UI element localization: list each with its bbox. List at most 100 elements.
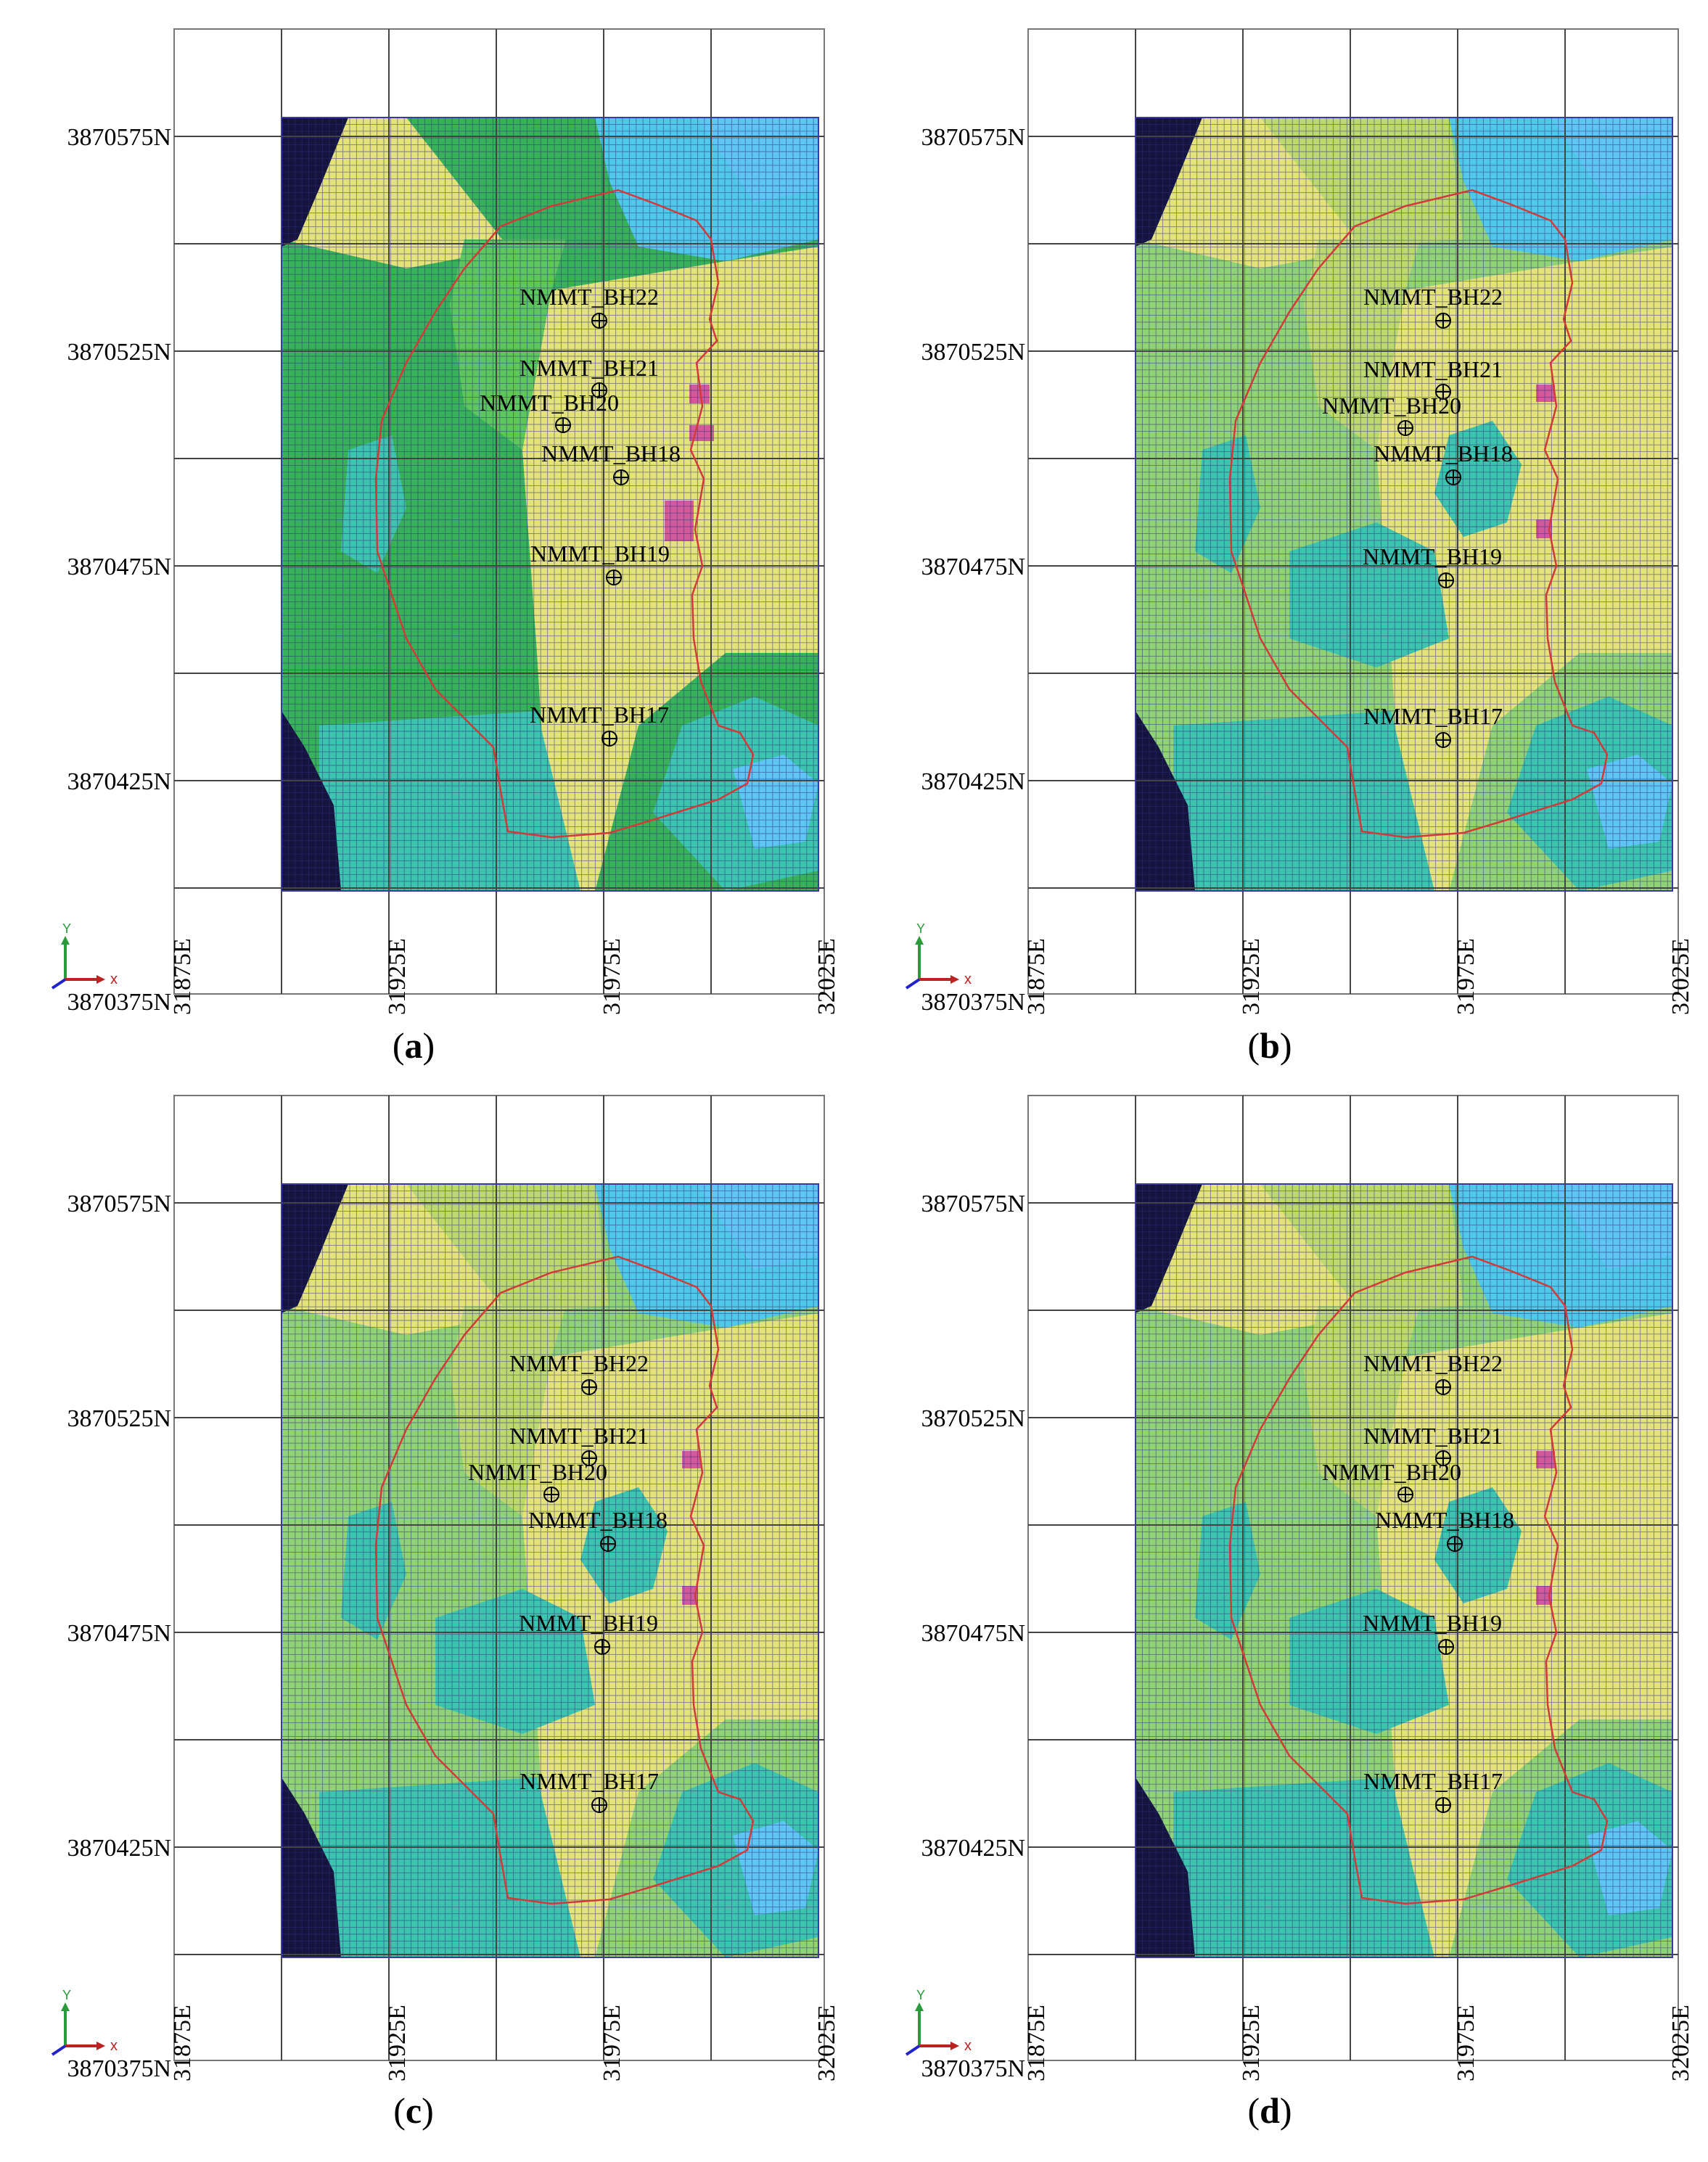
easting-label: 531925E [1238, 938, 1265, 1016]
borehole-marker: NMMT_BH19 [530, 540, 670, 585]
pink-cell [1536, 1451, 1555, 1468]
northing-label: 3870525N [67, 1405, 171, 1432]
color-zone [1195, 1502, 1260, 1640]
borehole-marker: NMMT_BH21 [1363, 1423, 1503, 1466]
map-panel-b: 3870575N 3870525N 3870475N 3870425N 3870375N… [905, 28, 1694, 1016]
easting-label: 531875E [169, 2005, 196, 2082]
x-axis-letter: x [110, 971, 118, 987]
pink-cell [1536, 385, 1555, 402]
color-zone [1551, 118, 1672, 203]
origin-northing-label: 3870375N [921, 989, 1025, 1016]
borehole-marker: NMMT_BH17 [530, 702, 669, 747]
easting-label: 531925E [1238, 2005, 1265, 2082]
map-panel-c: 3870575N 3870525N 3870475N 3870425N 3870375N… [51, 1095, 840, 2082]
color-zone [341, 1502, 406, 1640]
color-zone [1195, 435, 1260, 573]
map-panel-a: 3870575N 3870525N 3870475N 3870425N 3870375N… [51, 28, 840, 1016]
site-boundary [374, 189, 755, 839]
borehole-marker: NMMT_BH19 [519, 1610, 658, 1655]
borehole-label: NMMT_BH22 [509, 1350, 649, 1376]
model-mesh [1135, 1183, 1672, 1957]
borehole-marker: NMMT_BH18 [541, 440, 681, 485]
borehole-label: NMMT_BH20 [468, 1459, 607, 1485]
color-zone [697, 1184, 818, 1270]
borehole-marker: NMMT_BH21 [520, 355, 659, 398]
pink-cell [665, 501, 694, 541]
northing-label: 3870475N [921, 1620, 1025, 1647]
borehole-marker: NMMT_BH20 [1322, 392, 1461, 436]
caption-c: (c) [393, 2090, 434, 2131]
site-boundary [1228, 1255, 1609, 1905]
borehole-label: NMMT_BH19 [530, 540, 670, 567]
easting-label: 531975E [1453, 2005, 1479, 2082]
color-zone [1136, 118, 1202, 247]
color-zone [1587, 1821, 1672, 1915]
borehole-marker: NMMT_BH17 [1363, 703, 1503, 748]
borehole-label: NMMT_BH21 [1363, 1423, 1503, 1449]
borehole-label: NMMT_BH19 [519, 1610, 658, 1636]
borehole-label: NMMT_BH22 [520, 284, 659, 310]
northing-label: 3870575N [921, 1191, 1025, 1217]
color-zone [319, 711, 580, 891]
borehole-label: NMMT_BH17 [1363, 703, 1503, 729]
borehole-label: NMMT_BH19 [1363, 1610, 1502, 1636]
borehole-marker: NMMT_BH19 [1363, 1610, 1502, 1655]
origin-northing-label: 3870375N [921, 2055, 1025, 2082]
easting-label: 531975E [599, 938, 625, 1016]
origin-northing-label: 3870375N [67, 2055, 171, 2082]
easting-label: 532025E [1667, 2005, 1694, 2082]
northing-label: 3870525N [67, 339, 171, 366]
axis-indicator: Yx [905, 921, 972, 990]
easting-label: 531975E [1453, 938, 1479, 1016]
color-zone [697, 118, 818, 203]
northing-label: 3870425N [67, 768, 171, 795]
borehole-label: NMMT_BH22 [1363, 284, 1503, 310]
borehole-label: NMMT_BH21 [509, 1423, 649, 1449]
color-zone [1136, 711, 1195, 891]
color-zone [406, 1184, 609, 1313]
color-zone [282, 1777, 341, 1957]
borehole-label: NMMT_BH18 [1375, 1507, 1514, 1533]
northing-label: 3870475N [67, 554, 171, 580]
borehole-label: NMMT_BH17 [1363, 1768, 1503, 1794]
easting-label: 531875E [1023, 938, 1050, 1016]
easting-label: 531925E [384, 2005, 411, 2082]
easting-label: 532025E [813, 2005, 840, 2082]
color-zone [1173, 1777, 1434, 1957]
color-zone [282, 118, 348, 247]
site-boundary [1228, 189, 1609, 839]
borehole-marker: NMMT_BH20 [468, 1459, 607, 1503]
easting-label: 531875E [1023, 2005, 1050, 2082]
borehole-marker: NMMT_BH22 [520, 284, 659, 329]
axis-indicator: Yx [51, 1988, 118, 2056]
easting-label: 531975E [599, 2005, 625, 2082]
origin-northing-label: 3870375N [67, 989, 171, 1016]
northing-label: 3870475N [67, 1620, 171, 1647]
model-mesh [281, 1183, 818, 1957]
color-zone [282, 711, 341, 891]
model-mesh [281, 117, 818, 891]
caption-b: (b) [1247, 1025, 1292, 1066]
northing-label: 3870575N [921, 124, 1025, 151]
color-zone [319, 1777, 580, 1957]
borehole-label: NMMT_BH17 [520, 1768, 659, 1794]
borehole-label: NMMT_BH22 [1363, 1350, 1503, 1376]
borehole-label: NMMT_BH18 [528, 1507, 668, 1533]
borehole-label: NMMT_BH18 [1374, 440, 1513, 466]
borehole-label: NMMT_BH20 [1322, 1459, 1461, 1485]
color-zone [1260, 118, 1463, 247]
borehole-marker: NMMT_BH17 [520, 1768, 659, 1813]
y-axis-letter: Y [62, 921, 71, 936]
northing-label: 3870425N [67, 1835, 171, 1862]
northing-label: 3870575N [67, 1191, 171, 1217]
borehole-label: NMMT_BH20 [1322, 392, 1461, 419]
x-axis-letter: x [110, 2038, 118, 2054]
caption-d: (d) [1247, 2090, 1292, 2131]
borehole-marker: NMMT_BH21 [1363, 356, 1503, 400]
color-zone [282, 1184, 348, 1313]
x-axis-letter: x [964, 2038, 972, 2054]
borehole-marker: NMMT_BH22 [509, 1350, 649, 1395]
easting-label: 532025E [813, 938, 840, 1016]
borehole-marker: NMMT_BH17 [1363, 1768, 1503, 1813]
borehole-marker: NMMT_BH19 [1363, 543, 1502, 588]
